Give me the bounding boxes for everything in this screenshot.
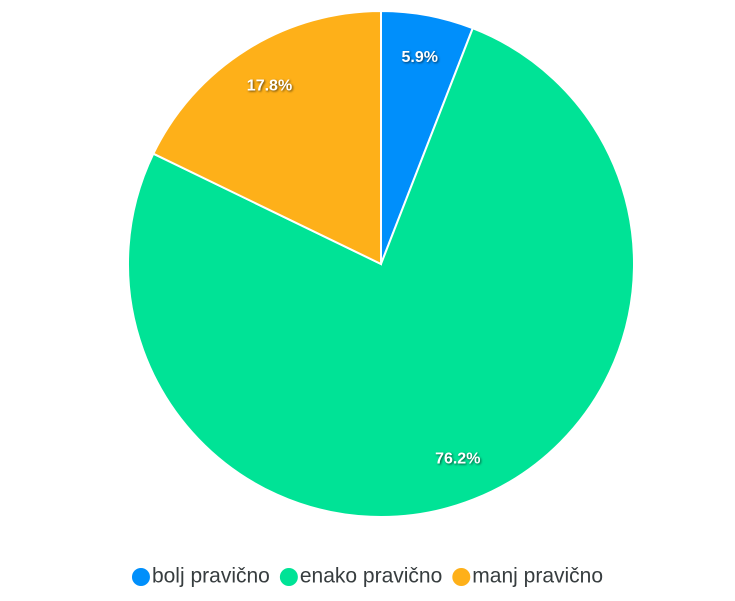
pie-slice (127, 26, 635, 518)
legend-label: manj pravično (472, 565, 603, 588)
pie-slice (151, 9, 382, 266)
legend-marker (279, 568, 298, 586)
value-label: 76.2% (435, 451, 480, 468)
value-label: 17.8% (247, 77, 292, 94)
legend-marker (452, 568, 471, 586)
legend-label: bolj pravično (152, 565, 270, 588)
legend-marker (131, 568, 150, 586)
legend-label: enako pravično (300, 565, 442, 588)
value-label: 5.9% (402, 49, 438, 66)
